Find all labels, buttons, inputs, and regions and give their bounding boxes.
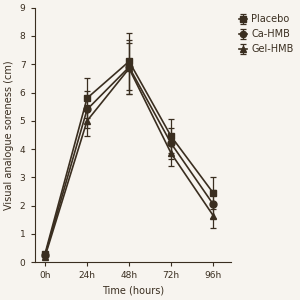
Legend: Placebo, Ca-HMB, Gel-HMB: Placebo, Ca-HMB, Gel-HMB — [238, 13, 296, 56]
Y-axis label: Visual analogue soreness (cm): Visual analogue soreness (cm) — [4, 60, 14, 210]
X-axis label: Time (hours): Time (hours) — [101, 286, 164, 296]
